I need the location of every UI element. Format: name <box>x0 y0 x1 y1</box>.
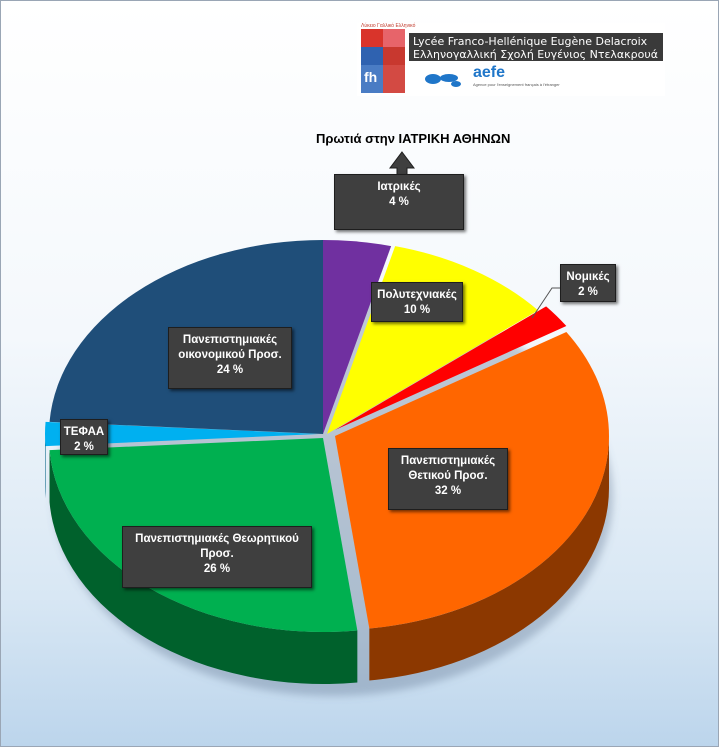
data-label-line: 32 % <box>434 485 462 497</box>
arrow-up-icon <box>389 151 415 177</box>
data-label-line: Πανεπιστημιακές Θεωρητικού <box>135 533 299 545</box>
logo-mark: fh <box>364 69 378 85</box>
data-label-line: οικονομικού Προσ. <box>178 349 282 361</box>
aefe-subtitle: Agence pour l'enseignement français à l'… <box>473 82 560 87</box>
pie-slice <box>335 306 567 430</box>
data-label-line: 4 % <box>389 196 409 208</box>
data-label-iatrikes: Ιατρικές 4 % <box>334 174 464 230</box>
data-label-line: Ιατρικές <box>377 181 421 193</box>
data-label-line: Προσ. <box>200 548 234 560</box>
pie-slice-side <box>45 434 46 499</box>
aefe-logo: aefe <box>473 64 506 81</box>
logo-banner <box>409 33 663 61</box>
data-label-line: 26 % <box>203 563 231 575</box>
data-label-line: Πανεπιστημιακές <box>182 334 278 346</box>
data-label-line: 24 % <box>216 364 244 376</box>
leader-line <box>531 287 560 319</box>
data-label-nomikes: Νομικές 2 % <box>560 264 616 302</box>
pie-slice <box>45 421 320 447</box>
school-logo: Λύκειο Γαλλικό Ελληνικό fh Lycée Franco-… <box>357 23 665 96</box>
logo-name-french: Lycée Franco-Hellénique Eugène Delacroix <box>413 35 648 48</box>
data-label-thetikou: Πανεπιστημιακές Θετικού Προσ. 32 % <box>388 448 508 510</box>
data-label-line: 2 % <box>578 286 598 298</box>
data-label-line: Πολυτεχνιακές <box>377 289 457 301</box>
pie-slice-side <box>49 450 358 684</box>
logo-name-greek: Ελληνογαλλική Σχολή Ευγένιος Ντελακρουά <box>413 48 658 61</box>
logo-mosaic: fh <box>361 29 405 93</box>
data-label-theoritikou: Πανεπιστημιακές Θεωρητικού Προσ. 26 % <box>122 526 312 588</box>
data-label-oikonomikou: Πανεπιστημιακές οικονομικού Προσ. 24 % <box>168 327 292 389</box>
data-label-line: Πανεπιστημιακές <box>400 455 496 467</box>
world-map-icon <box>425 74 461 87</box>
data-label-tefaa: ΤΕΦΑΑ 2 % <box>60 419 108 455</box>
data-label-line: 2 % <box>74 441 94 453</box>
data-label-line: Νομικές <box>566 271 610 283</box>
logo-small-text: Λύκειο Γαλλικό Ελληνικό <box>361 23 416 29</box>
data-label-line: Θετικού Προσ. <box>408 470 488 482</box>
annotation-label: Πρωτιά στην ΙΑΤΡΙΚΗ ΑΘΗΝΩΝ <box>316 131 511 146</box>
data-label-polytechnikes: Πολυτεχνιακές 10 % <box>371 282 463 322</box>
pie-slice-side <box>369 436 609 681</box>
data-label-line: 10 % <box>403 304 431 316</box>
data-label-line: ΤΕΦΑΑ <box>63 426 105 438</box>
